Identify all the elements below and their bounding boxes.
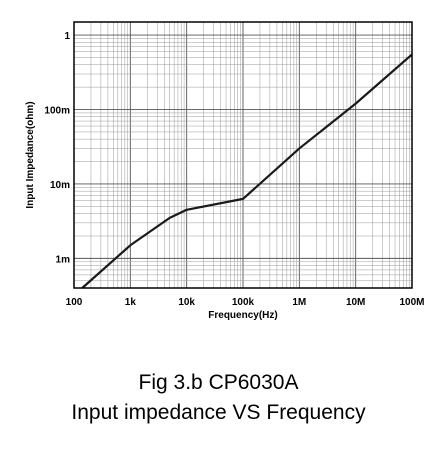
series-layer: [81, 53, 413, 289]
x-tick-label: 10k: [178, 297, 195, 308]
y-tick-label: 100m: [44, 106, 70, 117]
impedance-curve: [81, 53, 413, 289]
grid: [73, 22, 412, 289]
x-tick-label: 1M: [292, 297, 306, 308]
y-tick-label: 1: [64, 31, 70, 42]
x-tick-label: 1k: [125, 297, 137, 308]
x-tick-labels: 100 1k 10k 100k 1M 10M 100M: [66, 297, 425, 308]
y-axis-title: Input Impedance(ohm): [25, 101, 36, 208]
y-tick-label: 10m: [50, 180, 70, 191]
impedance-chart: 100 1k 10k 100k 1M 10M 100M 1m 10m 100m 1 Frequen…: [25, 21, 425, 321]
x-tick-label: 100: [66, 297, 83, 308]
x-tick-label: 100M: [399, 297, 424, 308]
x-axis-title: Frequency(Hz): [208, 310, 277, 321]
x-tick-label: 10M: [346, 297, 365, 308]
plot-frame: [73, 21, 413, 289]
y-tick-label: 1m: [56, 254, 71, 265]
y-tick-labels: 1m 10m 100m 1: [44, 31, 70, 265]
figure-caption-line-1: Fig 3.b CP6030A: [138, 371, 299, 394]
figure-caption-line-2: Input impedance VS Frequency: [71, 401, 366, 424]
x-tick-label: 100k: [232, 297, 255, 308]
